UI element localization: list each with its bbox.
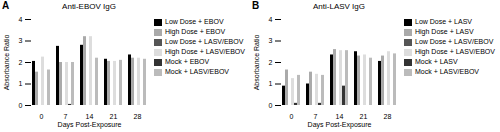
html-text:Anti-LASV IgG: Anti-LASV IgG [313,2,365,11]
html-text:Low Dose + LASV: Low Dose + LASV [415,18,472,25]
html-text:Mock + LASV: Mock + LASV [415,58,458,65]
svg-text:1: 1 [19,80,23,87]
html-text:Mock + EBOV: Mock + EBOV [165,58,210,65]
svg-text:2: 2 [19,59,23,66]
svg-text:Absorbance Ratio: Absorbance Ratio [3,35,10,91]
svg-text:14: 14 [86,113,94,120]
html-text:High Dose + LASV: High Dose + LASV [415,28,474,35]
svg-text:28: 28 [384,113,392,120]
html-text:Anti-EBOV IgG: Anti-EBOV IgG [62,2,116,11]
svg-text:1: 1 [269,80,273,87]
svg-text:7: 7 [314,113,318,120]
svg-text:7: 7 [64,113,68,120]
html-text:High Dose + LASV/EBOV: High Dose + LASV/EBOV [415,48,495,55]
html-text:B: B [252,0,260,11]
svg-text:21: 21 [110,113,118,120]
svg-text:4: 4 [269,16,273,23]
svg-text:14: 14 [336,113,344,120]
html-text:Mock + LASV/EBOV: Mock + LASV/EBOV [165,68,229,75]
svg-text:28: 28 [134,113,142,120]
html-text:A: A [2,0,10,11]
html-text:Mock + LASV/EBOV: Mock + LASV/EBOV [415,68,479,75]
html-text:Low Dose + LASV/EBOV: Low Dose + LASV/EBOV [165,38,244,45]
svg-text:0: 0 [290,113,294,120]
svg-text:0: 0 [40,113,44,120]
svg-text:21: 21 [360,113,368,120]
html-text:High Dose + LASV/EBOV: High Dose + LASV/EBOV [165,48,245,55]
svg-text:Absorbance Ratio: Absorbance Ratio [253,35,260,91]
svg-text:Days Post-Exposure: Days Post-Exposure [58,121,122,129]
svg-text:3: 3 [19,37,23,44]
svg-text:3: 3 [269,37,273,44]
svg-text:0: 0 [269,102,273,109]
html-text:Low Dose + LASV/EBOV: Low Dose + LASV/EBOV [415,38,494,45]
svg-text:Days Post-Exposure: Days Post-Exposure [308,121,372,129]
svg-text:2: 2 [269,59,273,66]
svg-text:4: 4 [19,16,23,23]
html-text:High Dose + EBOV: High Dose + EBOV [165,28,226,35]
html-text:Low Dose + EBOV: Low Dose + EBOV [165,18,224,25]
svg-text:0: 0 [19,102,23,109]
